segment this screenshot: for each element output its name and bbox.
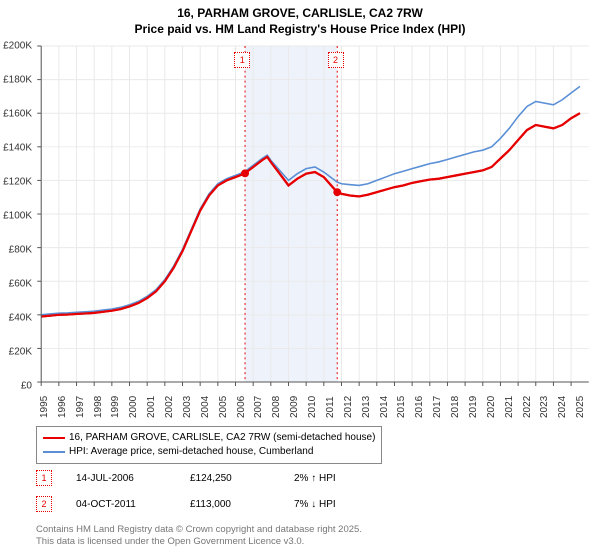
- x-tick-label: 2003: [182, 396, 193, 418]
- title-line1: 16, PARHAM GROVE, CARLISLE, CA2 7RW: [0, 6, 600, 22]
- legend: 16, PARHAM GROVE, CARLISLE, CA2 7RW (sem…: [36, 426, 382, 464]
- x-tick-label: 2008: [271, 396, 282, 418]
- x-tick-label: 2007: [253, 396, 264, 418]
- x-tick-label: 2015: [396, 396, 407, 418]
- title-line2: Price paid vs. HM Land Registry's House …: [0, 22, 600, 38]
- legend-item: 16, PARHAM GROVE, CARLISLE, CA2 7RW (sem…: [43, 431, 375, 445]
- y-tick-label: £60K: [9, 279, 32, 290]
- x-tick-label: 2004: [200, 396, 211, 418]
- x-tick-label: 1999: [110, 396, 121, 418]
- y-tick-label: £20K: [9, 347, 32, 358]
- y-tick-label: £100K: [3, 211, 32, 222]
- sale-date: 14-JUL-2006: [76, 473, 166, 484]
- y-tick-label: £40K: [9, 313, 32, 324]
- x-tick-label: 2000: [128, 396, 139, 418]
- y-tick-label: £0: [21, 381, 32, 392]
- y-tick-label: £200K: [3, 41, 32, 52]
- x-tick-label: 2023: [539, 396, 550, 418]
- x-tick-label: 2018: [450, 396, 461, 418]
- chart-area: 12: [36, 46, 590, 386]
- x-tick-label: 2014: [379, 396, 390, 418]
- x-tick-label: 1998: [93, 396, 104, 418]
- x-tick-label: 2016: [414, 396, 425, 418]
- x-tick-label: 2002: [164, 396, 175, 418]
- x-tick-label: 2019: [468, 396, 479, 418]
- chart-svg: [36, 46, 590, 386]
- legend-item: HPI: Average price, semi-detached house,…: [43, 445, 375, 459]
- sale-diff: 2% ↑ HPI: [294, 473, 384, 484]
- sale-date: 04-OCT-2011: [76, 499, 166, 510]
- y-tick-label: £140K: [3, 143, 32, 154]
- x-tick-label: 2024: [557, 396, 568, 418]
- sale-diff: 7% ↓ HPI: [294, 499, 384, 510]
- footer-line1: Contains HM Land Registry data © Crown c…: [36, 524, 362, 536]
- x-tick-label: 2025: [575, 396, 586, 418]
- footer: Contains HM Land Registry data © Crown c…: [36, 524, 362, 548]
- x-tick-label: 2021: [504, 396, 515, 418]
- x-tick-label: 1996: [57, 396, 68, 418]
- footer-line2: This data is licensed under the Open Gov…: [36, 536, 362, 548]
- sale-row: 1 14-JUL-2006 £124,250 2% ↑ HPI: [36, 470, 384, 486]
- y-tick-label: £80K: [9, 245, 32, 256]
- x-tick-label: 2022: [522, 396, 533, 418]
- y-tick-label: £180K: [3, 75, 32, 86]
- y-tick-label: £120K: [3, 177, 32, 188]
- x-tick-label: 2001: [146, 396, 157, 418]
- x-tick-label: 2009: [289, 396, 300, 418]
- legend-swatch: [43, 451, 65, 453]
- x-tick-label: 1995: [39, 396, 50, 418]
- x-tick-label: 2012: [343, 396, 354, 418]
- x-tick-label: 2011: [325, 396, 336, 418]
- x-tick-label: 2013: [361, 396, 372, 418]
- x-tick-label: 2010: [307, 396, 318, 418]
- sale-row: 2 04-OCT-2011 £113,000 7% ↓ HPI: [36, 496, 384, 512]
- sale-price: £113,000: [190, 499, 270, 510]
- x-tick-label: 1997: [75, 396, 86, 418]
- x-tick-label: 2017: [432, 396, 443, 418]
- y-tick-label: £160K: [3, 109, 32, 120]
- sale-row-marker: 1: [36, 470, 52, 486]
- x-tick-label: 2005: [218, 396, 229, 418]
- legend-label: HPI: Average price, semi-detached house,…: [69, 445, 313, 459]
- legend-label: 16, PARHAM GROVE, CARLISLE, CA2 7RW (sem…: [69, 431, 375, 445]
- y-axis-labels: £0£20K£40K£60K£80K£100K£120K£140K£160K£1…: [0, 46, 34, 386]
- x-tick-label: 2006: [236, 396, 247, 418]
- title-block: 16, PARHAM GROVE, CARLISLE, CA2 7RW Pric…: [0, 0, 600, 37]
- legend-swatch: [43, 437, 65, 439]
- sale-row-marker: 2: [36, 496, 52, 512]
- sale-marker-1: 1: [234, 52, 250, 68]
- chart-container: 16, PARHAM GROVE, CARLISLE, CA2 7RW Pric…: [0, 0, 600, 560]
- sale-price: £124,250: [190, 473, 270, 484]
- sale-marker-2: 2: [328, 52, 344, 68]
- x-axis-labels: 1995 1996 1997 1998 1999 2000 2001 2002 2003 2004…: [36, 388, 590, 428]
- sales-table: 1 14-JUL-2006 £124,250 2% ↑ HPI 2 04-OCT-2011…: [36, 470, 384, 522]
- x-tick-label: 2020: [486, 396, 497, 418]
